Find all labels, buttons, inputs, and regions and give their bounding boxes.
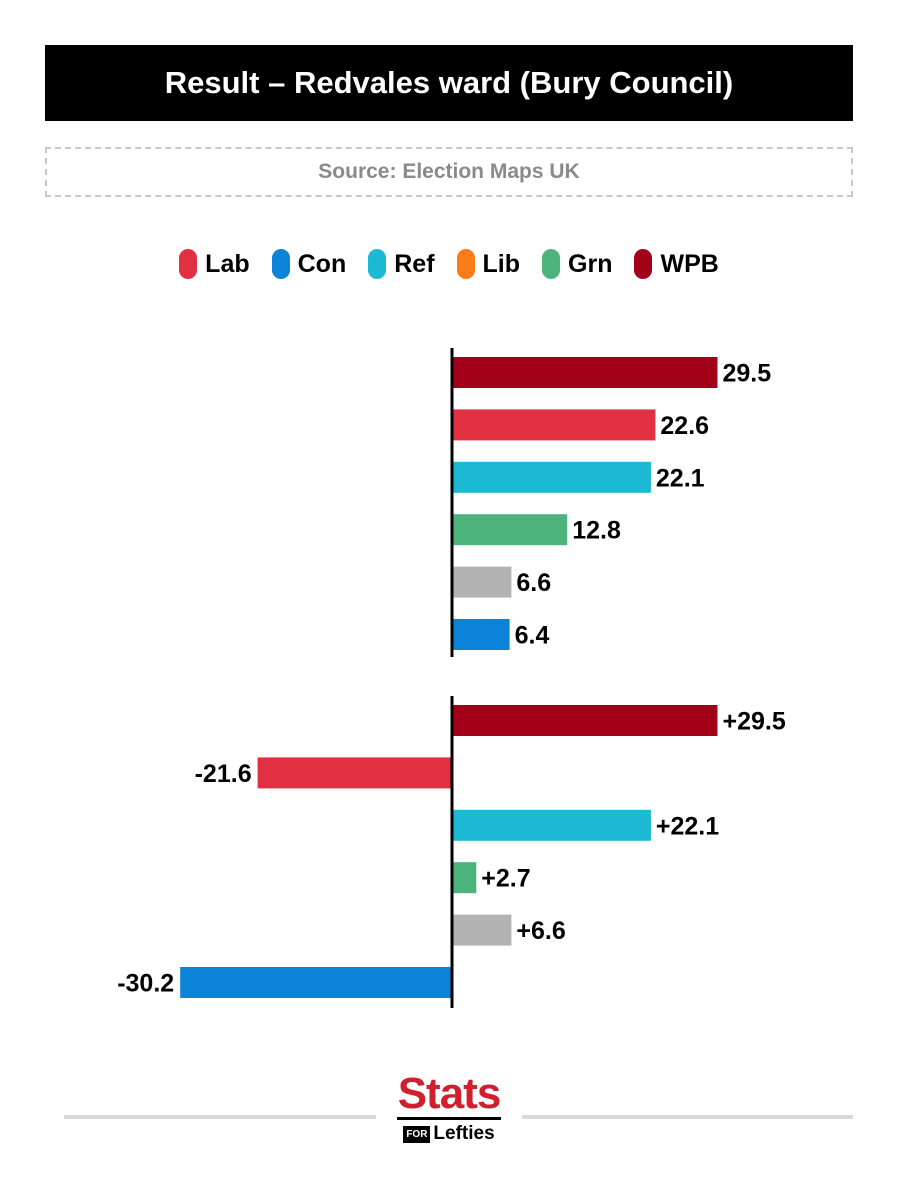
source-note: Source: Election Maps UK (45, 147, 853, 197)
legend-swatch (179, 249, 198, 279)
footer-line-left (64, 1115, 376, 1119)
bar-value-label: 6.6 (516, 569, 551, 597)
footer-line-right (522, 1115, 853, 1119)
bar-value-label: 22.1 (656, 464, 705, 492)
logo-stats-text: Stats (397, 1069, 502, 1118)
legend-label: Grn (568, 249, 613, 278)
legend-label: Lib (482, 249, 521, 278)
bar-value-label: -30.2 (117, 970, 174, 998)
bar-grn (452, 514, 568, 546)
bar-value-label: +2.7 (481, 865, 530, 893)
bar-grn (452, 862, 477, 894)
chart-title: Result – Redvales ward (Bury Council) (45, 45, 853, 121)
bar-value-label: 6.4 (515, 622, 550, 650)
legend-label: WPB (660, 249, 719, 278)
bar-value-label: 22.6 (660, 412, 709, 440)
bar-wpb (452, 705, 718, 736)
logo-lefties-text: Lefties (433, 1123, 495, 1144)
chart-2: +29.5 -21.6 +22.1 +2.7 +6.6 -30.2 (117, 696, 786, 1008)
bar-ref (452, 809, 651, 841)
legend-item-grn: Grn (542, 249, 612, 279)
legend-item-con: Con (271, 249, 347, 279)
bar-value-label: +6.6 (516, 917, 565, 945)
bar-lab (257, 757, 452, 789)
bar-con (452, 619, 510, 650)
legend-item-lab: Lab (179, 249, 250, 279)
logo-rule (397, 1117, 501, 1120)
legend-label: Lab (205, 249, 250, 278)
stats-for-lefties-logo: Stats FOR Lefties (393, 1072, 505, 1145)
legend-swatch (634, 249, 653, 279)
legend-swatch (271, 249, 290, 279)
bar-other (452, 914, 512, 946)
legend-item-ref: Ref (368, 249, 435, 279)
legend-swatch (456, 249, 475, 279)
legend-item-wpb: WPB (634, 249, 719, 279)
bar-value-label: 29.5 (723, 360, 772, 388)
bar-charts: 29.5 22.6 22.1 12.8 6.6 6.4 +29.5 -21.6 +22.1 +2.… (117, 348, 786, 1008)
bar-value-label: +22.1 (656, 812, 719, 840)
logo-for-text: FOR (403, 1125, 431, 1143)
legend-item-lib: Lib (456, 249, 521, 279)
bar-value-label: -21.6 (195, 760, 252, 788)
bar-ref (452, 461, 651, 493)
legend-swatch (542, 249, 561, 279)
bar-value-label: +29.5 (723, 708, 786, 736)
bar-value-label: 12.8 (572, 517, 621, 545)
legend-label: Con (297, 249, 347, 278)
legend-label: Ref (394, 249, 435, 278)
bar-lab (452, 409, 656, 441)
bar-wpb (452, 357, 718, 388)
legend: Lab Con Ref Lib Grn WPB (0, 246, 898, 282)
chart-1: 29.5 22.6 22.1 12.8 6.6 6.4 (450, 348, 772, 657)
bar-con (180, 967, 452, 998)
legend-swatch (368, 249, 387, 279)
bar-other (452, 566, 512, 598)
